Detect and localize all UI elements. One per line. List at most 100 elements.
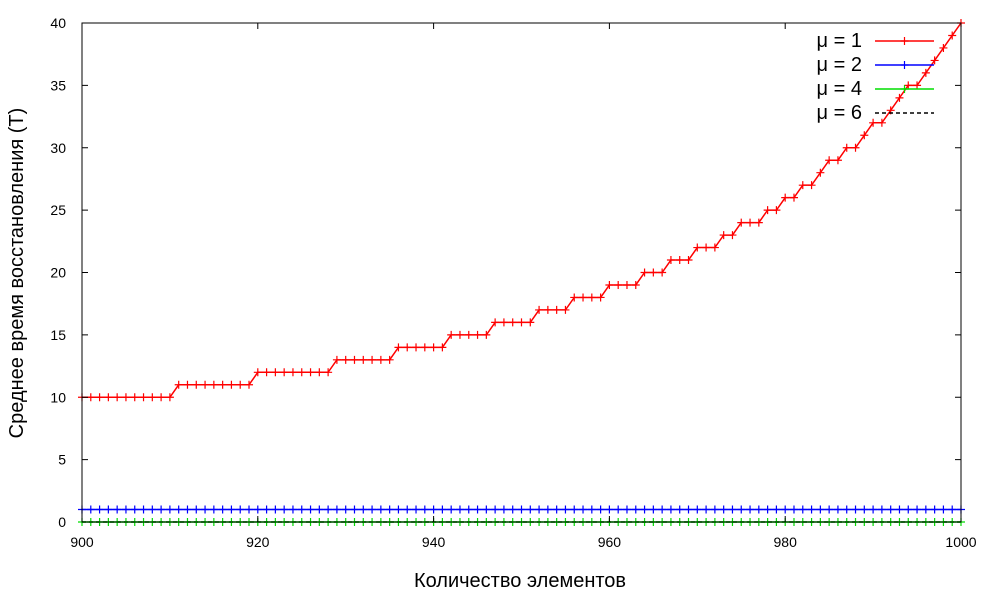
- data-point: [579, 505, 588, 514]
- data-point: [385, 505, 394, 514]
- data-point: [517, 318, 526, 327]
- data-point: [420, 505, 429, 514]
- data-point: [262, 368, 271, 377]
- data-point: [95, 393, 104, 402]
- data-point: [649, 505, 658, 514]
- data-point: [271, 368, 280, 377]
- data-point: [183, 380, 192, 389]
- data-point: [614, 280, 623, 289]
- data-point: [350, 505, 359, 514]
- data-point: [236, 380, 245, 389]
- legend-label-mu-2: μ = 2: [817, 54, 862, 76]
- data-point: [526, 318, 535, 327]
- data-point: [913, 81, 922, 90]
- data-point: [622, 505, 631, 514]
- data-point: [341, 505, 350, 514]
- data-point: [113, 393, 122, 402]
- legend-sample-marker-1: [900, 61, 909, 69]
- data-point: [288, 505, 297, 514]
- data-point: [921, 505, 930, 514]
- data-point: [306, 368, 315, 377]
- data-point: [640, 268, 649, 277]
- legend-label-mu-1: μ = 1: [817, 30, 862, 52]
- data-point: [754, 505, 763, 514]
- data-point: [658, 268, 667, 277]
- data-point: [332, 505, 341, 514]
- data-point: [570, 505, 579, 514]
- data-point: [772, 206, 781, 215]
- data-point: [702, 243, 711, 252]
- data-point: [640, 505, 649, 514]
- data-point: [447, 330, 456, 339]
- data-point: [561, 305, 570, 314]
- data-point: [324, 368, 333, 377]
- data-point: [113, 505, 122, 514]
- data-point: [394, 343, 403, 352]
- data-point: [473, 330, 482, 339]
- data-point: [350, 355, 359, 364]
- data-point: [693, 505, 702, 514]
- data-point: [139, 393, 148, 402]
- data-point: [877, 505, 886, 514]
- data-point: [939, 43, 948, 52]
- data-point: [368, 505, 377, 514]
- data-point: [587, 293, 596, 302]
- data-point: [148, 505, 157, 514]
- data-point: [728, 505, 737, 514]
- data-point: [904, 505, 913, 514]
- data-point: [157, 505, 166, 514]
- data-point: [719, 231, 728, 240]
- data-point: [455, 330, 464, 339]
- data-point: [148, 393, 157, 402]
- x-tick-label-920: 920: [246, 534, 270, 550]
- data-point: [455, 505, 464, 514]
- y-tick-label-20: 20: [50, 265, 66, 281]
- data-point: [842, 505, 851, 514]
- data-point: [869, 118, 878, 127]
- data-point: [772, 505, 781, 514]
- data-point: [104, 505, 113, 514]
- data-point: [860, 131, 869, 140]
- legend-label-mu-4: μ = 4: [817, 78, 862, 100]
- data-point: [710, 243, 719, 252]
- y-axis-label: Среднее время восстановления (T): [6, 108, 28, 439]
- data-point: [526, 505, 535, 514]
- data-point: [438, 505, 447, 514]
- legend-samples: [875, 37, 934, 114]
- data-point: [412, 505, 421, 514]
- data-point: [86, 505, 95, 514]
- data-point: [499, 318, 508, 327]
- data-point: [904, 81, 913, 90]
- data-point: [130, 393, 139, 402]
- data-point: [218, 505, 227, 514]
- data-point: [895, 93, 904, 102]
- data-point: [192, 380, 201, 389]
- data-point: [464, 330, 473, 339]
- data-point: [930, 56, 939, 65]
- data-point: [675, 505, 684, 514]
- legend-sample-marker-2: [900, 85, 909, 93]
- data-point: [833, 505, 842, 514]
- data-point: [552, 305, 561, 314]
- data-point: [851, 143, 860, 152]
- data-point: [860, 505, 869, 514]
- data-point: [535, 505, 544, 514]
- x-tick-label-1000: 1000: [945, 534, 976, 550]
- data-point: [684, 256, 693, 265]
- data-point: [737, 505, 746, 514]
- x-tick-label-940: 940: [422, 534, 446, 550]
- data-point: [886, 505, 895, 514]
- data-point: [913, 505, 922, 514]
- data-point: [596, 293, 605, 302]
- data-point: [341, 355, 350, 364]
- data-point: [332, 355, 341, 364]
- data-point: [139, 505, 148, 514]
- data-point: [579, 293, 588, 302]
- data-point: [649, 268, 658, 277]
- data-point: [324, 505, 333, 514]
- data-point: [798, 505, 807, 514]
- data-point: [288, 368, 297, 377]
- data-point: [209, 380, 218, 389]
- y-tick-label-40: 40: [50, 15, 66, 31]
